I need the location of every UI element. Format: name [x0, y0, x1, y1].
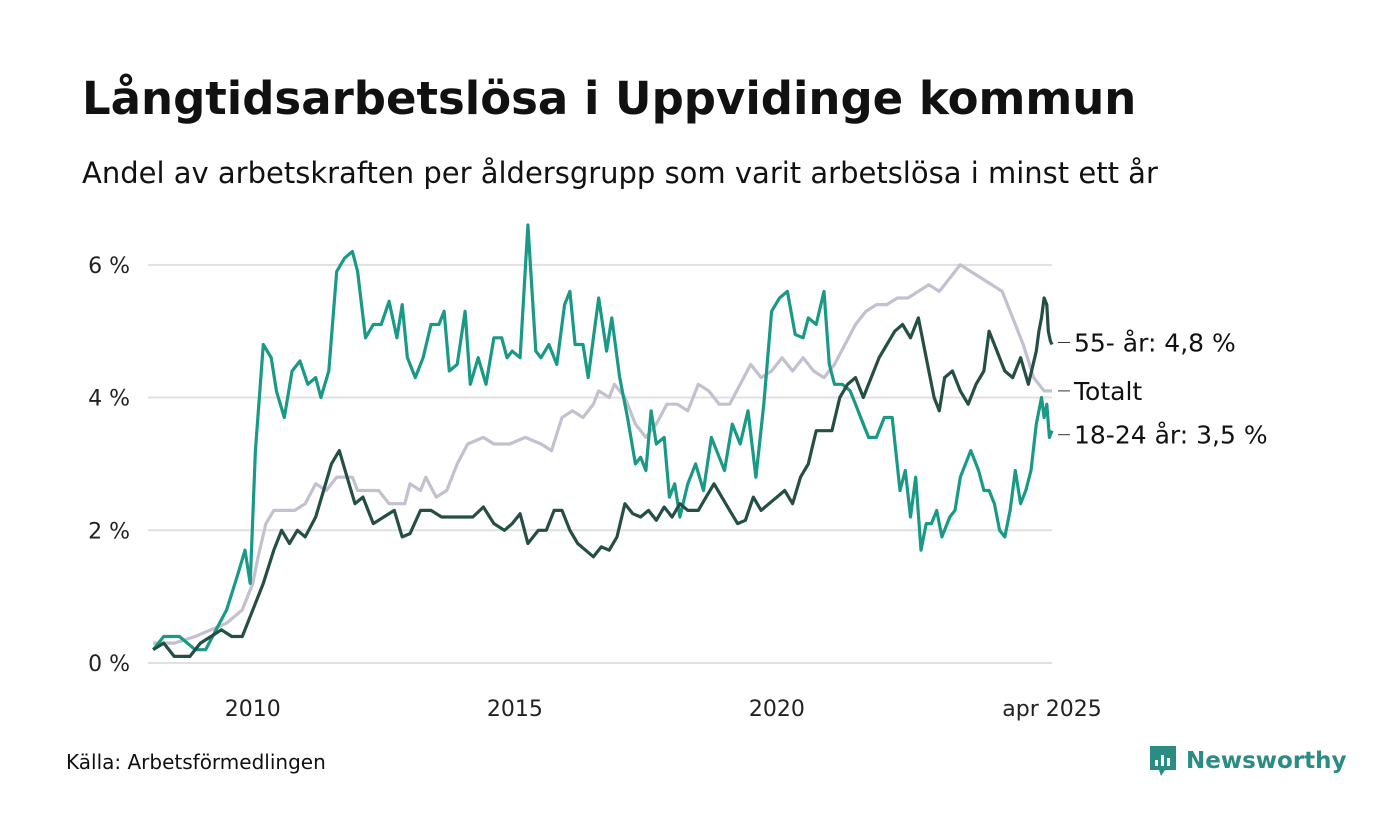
y-tick-label: 6 %	[88, 254, 130, 279]
series-line-0	[153, 263, 1052, 645]
chart-title: Långtidsarbetslösa i Uppvidinge kommun	[82, 72, 1137, 125]
gridlines	[148, 263, 1052, 664]
x-tick-label: apr 2025	[1002, 697, 1101, 722]
x-tick-label: 2010	[225, 697, 281, 722]
end-label: 18-24 år: 3,5 %	[1074, 421, 1268, 450]
source-note: Källa: Arbetsförmedlingen	[66, 750, 326, 774]
series-lines	[151, 223, 1054, 658]
brand-name: Newsworthy	[1186, 748, 1347, 774]
x-tick-label: 2020	[749, 697, 805, 722]
newsworthy-logo-icon	[1150, 746, 1176, 776]
series-line-2	[152, 296, 1054, 658]
y-tick-label: 4 %	[88, 387, 130, 412]
chart-subtitle: Andel av arbetskraften per åldersgrupp s…	[82, 156, 1158, 190]
y-tick-label: 0 %	[88, 652, 130, 677]
series-line-1	[151, 223, 1054, 652]
x-axis-ticks: 2010 2015 2020 apr 2025	[225, 697, 1102, 722]
y-axis-ticks: 0 % 2 % 4 % 6 %	[88, 254, 130, 677]
x-tick-label: 2015	[487, 697, 543, 722]
end-label: 55- år: 4,8 %	[1074, 328, 1236, 357]
brand-logo[interactable]: Newsworthy	[1148, 744, 1347, 778]
end-labels: Totalt 18-24 år: 3,5 % 55- år: 4,8 %	[1058, 328, 1268, 450]
y-tick-label: 2 %	[88, 519, 130, 544]
end-label: Totalt	[1073, 377, 1142, 406]
